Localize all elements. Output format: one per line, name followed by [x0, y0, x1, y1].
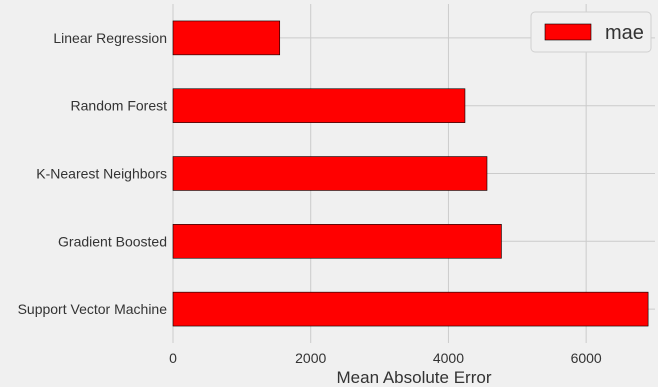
- y-tick-label: Gradient Boosted: [58, 233, 167, 249]
- legend-label: mae: [605, 22, 644, 44]
- legend-swatch: [544, 23, 592, 41]
- bar-k-nearest-neighbors: [172, 156, 488, 191]
- x-tick-labels: 0 2000 4000 6000: [169, 350, 602, 366]
- x-tick-label: 6000: [571, 350, 602, 366]
- y-tick-labels: Linear Regression Random Forest K-Nearest …: [18, 30, 168, 317]
- y-tick-label: Linear Regression: [53, 30, 167, 46]
- legend: mae: [530, 11, 652, 53]
- x-tick-label: 4000: [433, 350, 464, 366]
- x-tick-label: 0: [169, 350, 177, 366]
- y-tick-label: K-Nearest Neighbors: [36, 166, 167, 182]
- x-axis-title: Mean Absolute Error: [337, 368, 492, 387]
- y-tick-label: Random Forest: [71, 98, 168, 114]
- y-tick-label: Support Vector Machine: [18, 301, 168, 317]
- bars: [172, 20, 649, 327]
- x-tick-label: 2000: [295, 350, 326, 366]
- bar-support-vector-machine: [172, 291, 649, 327]
- bar-random-forest: [172, 88, 466, 123]
- bar-gradient-boosted: [172, 224, 502, 259]
- bar-linear-regression: [172, 20, 281, 56]
